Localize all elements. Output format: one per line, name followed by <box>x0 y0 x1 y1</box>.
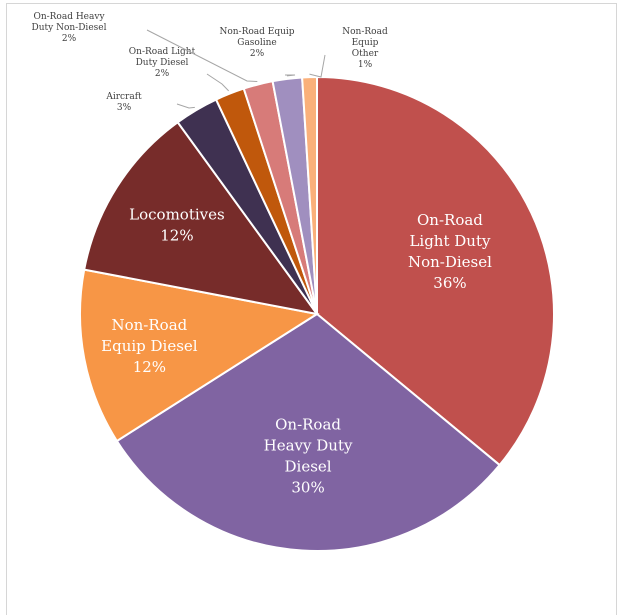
pie-slice-9 <box>301 75 318 315</box>
pie-slice-4 <box>83 120 320 316</box>
pie-slice-3 <box>79 268 320 443</box>
slice-label-8: Non-Road Equip Gasoline 2% <box>219 27 294 59</box>
leader-line-6 <box>206 73 230 92</box>
leader-line-5 <box>176 103 195 109</box>
leader-line-8 <box>285 74 296 77</box>
chart-frame: On-Road Light Duty Non-Diesel 36% On-Road Hea… <box>6 3 617 615</box>
slice-label-4: Locomotives 12% <box>129 206 225 245</box>
slice-label-7: On-Road Heavy Duty Non-Diesel 2% <box>32 12 107 44</box>
slice-label-9: Non-Road Equip Other 1% <box>342 27 388 70</box>
pie-slice-2 <box>115 312 502 552</box>
leader-line-7 <box>146 29 258 83</box>
slice-label-6: On-Road Light Duty Diesel 2% <box>129 47 196 79</box>
slice-label-1: On-Road Light Duty Non-Diesel 36% <box>408 211 492 292</box>
leader-line-9 <box>309 54 326 78</box>
slice-label-2: On-Road Heavy Duty Diesel 30% <box>264 415 353 496</box>
pie-slice-1 <box>316 75 555 467</box>
pie-chart: On-Road Light Duty Non-Diesel 36% On-Road Hea… <box>32 12 555 552</box>
slice-label-3: Non-Road Equip Diesel 12% <box>101 316 198 376</box>
slice-label-5: Aircraft 3% <box>105 92 142 113</box>
